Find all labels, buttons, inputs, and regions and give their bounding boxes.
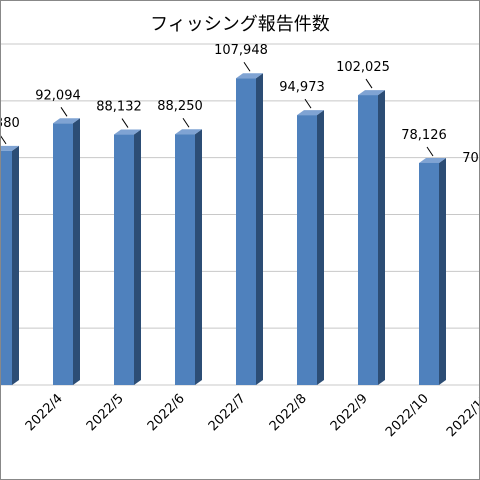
bar-top [419,157,446,163]
bar-side [73,118,80,385]
bar [419,162,439,385]
bar [1,150,12,385]
bar-side [317,110,324,385]
label-leader [1,135,7,145]
chart-title: フィッシング報告件数 [150,14,330,35]
bar-side [378,90,385,386]
value-label: 88,132 [96,100,142,115]
bar-top [114,129,141,135]
value-label: 92,094 [35,88,81,103]
bar-top [297,110,324,116]
bar-top [1,145,19,151]
bar [53,123,73,385]
label-leader [426,146,434,157]
bar [114,134,134,385]
label-leader [182,117,190,128]
bar-top [53,118,80,124]
bar-side [195,129,202,385]
bar [358,95,378,386]
value-label: 94,973 [279,80,325,95]
label-leader [304,98,312,109]
bar [175,134,195,385]
label-leader [121,118,129,128]
bar-side [134,129,141,385]
value-label: 107,948 [214,43,268,58]
bar-side [12,145,19,385]
bar-top [358,90,385,96]
bar-top [175,129,202,135]
value-label: 88,250 [157,99,203,114]
value-label: 102,025 [336,60,390,75]
value-label: 78,126 [401,128,447,143]
bar [297,115,317,385]
label-leader [243,61,251,72]
bar-side [439,157,446,385]
value-label: 70,000 [462,151,480,166]
bar-top [236,73,263,79]
label-leader [60,107,68,117]
bar-side [256,73,263,385]
label-leader [365,78,373,89]
value-label: 82,380 [0,116,20,131]
bar [236,78,256,385]
